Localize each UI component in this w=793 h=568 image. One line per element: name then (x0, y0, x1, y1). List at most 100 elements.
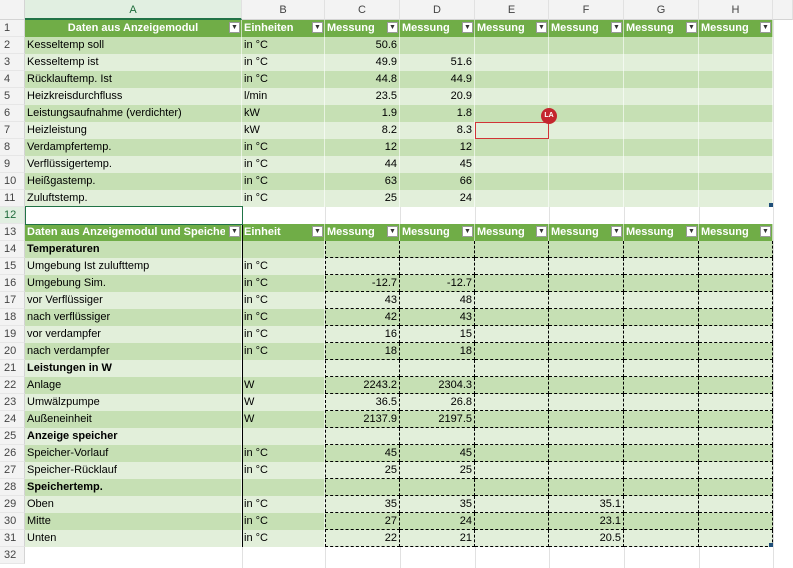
table-resize-handle[interactable] (769, 203, 773, 207)
cell-b8[interactable]: in °C (242, 139, 325, 156)
cell-b20[interactable]: in °C (242, 343, 325, 360)
cell-f29[interactable]: 35.1 (549, 496, 624, 513)
cell-h27[interactable] (699, 462, 773, 479)
cell-e3[interactable] (475, 54, 549, 71)
cell-d22[interactable]: 2304.3 (400, 377, 475, 394)
cell-b27[interactable]: in °C (242, 462, 325, 479)
cell-h5[interactable] (699, 88, 773, 105)
cell-f25[interactable] (549, 428, 624, 445)
cell-g28[interactable] (624, 479, 699, 496)
cell-b26[interactable]: in °C (242, 445, 325, 462)
cell-h6[interactable] (699, 105, 773, 122)
column-header-h[interactable]: H (699, 0, 773, 20)
cell-h24[interactable] (699, 411, 773, 428)
cell-c20[interactable]: 18 (325, 343, 400, 360)
cell-a6[interactable]: Leistungsaufnahme (verdichter) (25, 105, 242, 122)
cell-e22[interactable] (475, 377, 549, 394)
filter-dropdown-icon[interactable]: ▼ (760, 22, 771, 33)
cell-g31[interactable] (624, 530, 699, 547)
cell-g7[interactable] (624, 122, 699, 139)
cell-e17[interactable] (475, 292, 549, 309)
filter-dropdown-icon[interactable]: ▼ (387, 226, 398, 237)
cell-a2[interactable]: Kesseltemp soll (25, 37, 242, 54)
cell-e6[interactable] (475, 105, 549, 122)
column-header-c[interactable]: C (325, 0, 400, 20)
cell-d10[interactable]: 66 (400, 173, 475, 190)
row-header-17[interactable]: 17 (0, 292, 25, 309)
cell-d31[interactable]: 21 (400, 530, 475, 547)
cell-h9[interactable] (699, 156, 773, 173)
cell-h18[interactable] (699, 309, 773, 326)
row-header-2[interactable]: 2 (0, 37, 25, 54)
cell-a20[interactable]: nach verdampfer (25, 343, 242, 360)
cell-e4[interactable] (475, 71, 549, 88)
cell-e18[interactable] (475, 309, 549, 326)
comment-avatar-badge[interactable]: LA (541, 108, 557, 124)
cell-d29[interactable]: 35 (400, 496, 475, 513)
cell-h31[interactable] (699, 530, 773, 547)
cell-g6[interactable] (624, 105, 699, 122)
cell-a5[interactable]: Heizkreisdurchfluss (25, 88, 242, 105)
cell-h20[interactable] (699, 343, 773, 360)
table-resize-handle[interactable] (769, 543, 773, 547)
cell-c30[interactable]: 27 (325, 513, 400, 530)
cell-g3[interactable] (624, 54, 699, 71)
cell-c18[interactable]: 42 (325, 309, 400, 326)
cell-b16[interactable]: in °C (242, 275, 325, 292)
column-header-f[interactable]: F (549, 0, 624, 20)
cell-g26[interactable] (624, 445, 699, 462)
cell-c16[interactable]: -12.7 (325, 275, 400, 292)
cell-h30[interactable] (699, 513, 773, 530)
row-header-11[interactable]: 11 (0, 190, 25, 207)
cell-e19[interactable] (475, 326, 549, 343)
active-cell-a12[interactable] (25, 206, 243, 225)
column-header-b[interactable]: B (242, 0, 325, 20)
cell-d15[interactable] (400, 258, 475, 275)
cell-c7[interactable]: 8.2 (325, 122, 400, 139)
cell-c11[interactable]: 25 (325, 190, 400, 207)
select-all-corner[interactable] (0, 0, 25, 20)
cell-a15[interactable]: Umgebung Ist zulufttemp (25, 258, 242, 275)
cell-f23[interactable] (549, 394, 624, 411)
cell-a23[interactable]: Umwälzpumpe (25, 394, 242, 411)
cell-b11[interactable]: in °C (242, 190, 325, 207)
cell-a30[interactable]: Mitte (25, 513, 242, 530)
cell-c22[interactable]: 2243.2 (325, 377, 400, 394)
cell-a11[interactable]: Zuluftstemp. (25, 190, 242, 207)
row-header-30[interactable]: 30 (0, 513, 25, 530)
cell-f20[interactable] (549, 343, 624, 360)
cell-a25[interactable]: Anzeige speicher (25, 428, 242, 445)
cell-g21[interactable] (624, 360, 699, 377)
header-cell-g[interactable]: Messung ▼ (624, 224, 699, 241)
row-header-5[interactable]: 5 (0, 88, 25, 105)
cell-g10[interactable] (624, 173, 699, 190)
cell-d2[interactable] (400, 37, 475, 54)
cell-g11[interactable] (624, 190, 699, 207)
header-cell-h[interactable]: Messung ▼ (699, 20, 773, 37)
cell-g19[interactable] (624, 326, 699, 343)
cell-g8[interactable] (624, 139, 699, 156)
cell-f2[interactable] (549, 37, 624, 54)
cell-f30[interactable]: 23.1 (549, 513, 624, 530)
cell-e20[interactable] (475, 343, 549, 360)
row-header-26[interactable]: 26 (0, 445, 25, 462)
cell-c31[interactable]: 22 (325, 530, 400, 547)
cell-g30[interactable] (624, 513, 699, 530)
cell-h2[interactable] (699, 37, 773, 54)
column-header-d[interactable]: D (400, 0, 475, 20)
cell-g9[interactable] (624, 156, 699, 173)
row-header-7[interactable]: 7 (0, 122, 25, 139)
cell-f31[interactable]: 20.5 (549, 530, 624, 547)
cell-b6[interactable]: kW (242, 105, 325, 122)
row-header-13[interactable]: 13 (0, 224, 25, 241)
cell-h11[interactable] (699, 190, 773, 207)
cell-h3[interactable] (699, 54, 773, 71)
cell-c29[interactable]: 35 (325, 496, 400, 513)
cell-f27[interactable] (549, 462, 624, 479)
cell-a26[interactable]: Speicher-Vorlauf (25, 445, 242, 462)
cell-f22[interactable] (549, 377, 624, 394)
row-header-19[interactable]: 19 (0, 326, 25, 343)
cell-h25[interactable] (699, 428, 773, 445)
cell-h22[interactable] (699, 377, 773, 394)
cell-h29[interactable] (699, 496, 773, 513)
